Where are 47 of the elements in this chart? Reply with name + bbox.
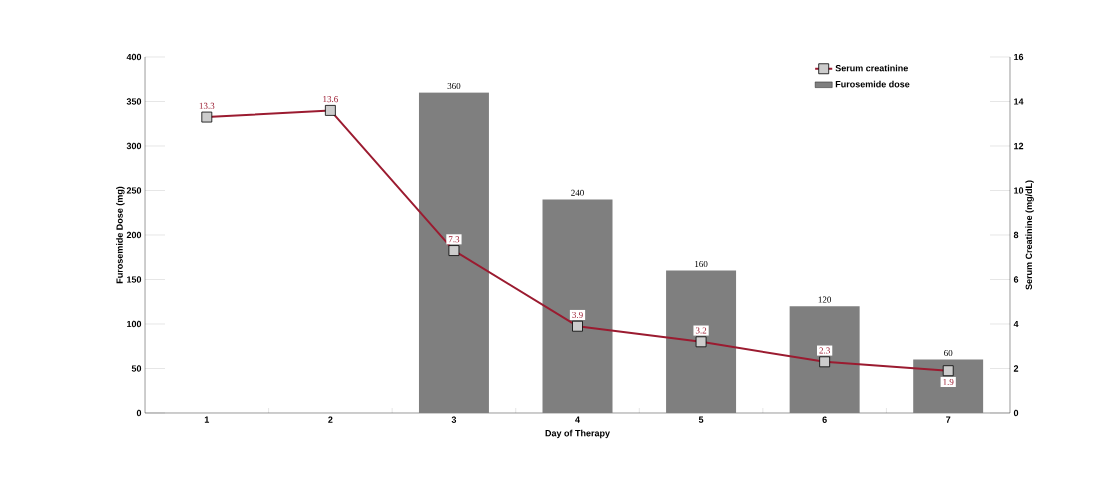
data-label: 60 — [944, 349, 953, 357]
y-tick-label: 50 — [131, 365, 142, 372]
bar — [542, 199, 613, 413]
data-label: 3.9 — [572, 311, 583, 319]
data-label: 1.9 — [943, 378, 954, 385]
data-label: 13.3 — [199, 102, 215, 109]
x-tick-label: 5 — [698, 416, 704, 423]
y-tick-label: 350 — [126, 98, 142, 105]
y-axis-title: Furosemide Dose (mg) — [116, 186, 125, 284]
data-label: 13.6 — [323, 96, 338, 103]
bar — [418, 92, 489, 413]
bar — [913, 359, 984, 413]
x-tick-label: 2 — [328, 416, 333, 423]
y2-tick-label: 4 — [1013, 320, 1019, 328]
y2-tick-label: 8 — [1013, 231, 1019, 239]
y2-tick-label: 12 — [1014, 142, 1024, 150]
y-tick-label: 150 — [127, 276, 142, 283]
y-tick-label: 300 — [126, 142, 142, 150]
y2-tick-label: 10 — [1014, 187, 1024, 194]
legend-label: Furosemide dose — [835, 80, 910, 88]
y2-tick-label: 0 — [1013, 409, 1019, 417]
data-label: 3.2 — [695, 327, 707, 334]
y-tick-label: 200 — [126, 231, 142, 239]
y-tick-label: 100 — [127, 320, 142, 328]
data-label: 2.3 — [819, 347, 830, 354]
x-tick-label: 6 — [822, 416, 827, 423]
y2-tick-label: 6 — [1013, 276, 1019, 283]
y-tick-label: 0 — [136, 409, 142, 417]
x-tick-label: 3 — [451, 416, 457, 423]
bar — [789, 306, 860, 413]
data-label: 120 — [818, 296, 832, 303]
x-axis-title: Day of Therapy — [545, 429, 610, 439]
y2-tick-label: 16 — [1014, 53, 1024, 61]
y-tick-label: 250 — [126, 187, 142, 194]
bar — [666, 270, 737, 413]
x-tick-label: 7 — [946, 416, 951, 423]
x-tick-label: 4 — [575, 416, 580, 423]
data-label: 360 — [447, 82, 461, 90]
legend-label: Serum creatinine — [835, 64, 908, 72]
y2-tick-label: 2 — [1013, 365, 1019, 372]
data-label: 240 — [571, 189, 584, 196]
data-label: 160 — [695, 260, 708, 268]
data-label: 7.3 — [448, 236, 460, 243]
x-tick-label: 1 — [204, 416, 210, 423]
y2-axis-title: Serum Creatinine (mg/dL) — [1025, 180, 1034, 290]
y-tick-label: 400 — [126, 53, 142, 61]
y2-tick-label: 14 — [1014, 98, 1024, 105]
